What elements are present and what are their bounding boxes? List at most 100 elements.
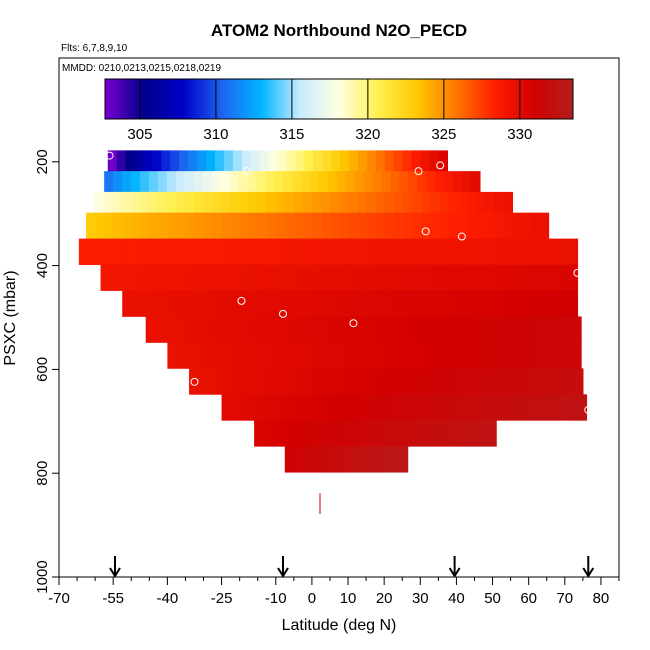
- heatmap-cell: [321, 394, 332, 421]
- heatmap-cell: [550, 264, 561, 291]
- heatmap-cell: [172, 264, 183, 291]
- heatmap-cell: [379, 264, 390, 291]
- heatmap-cell: [349, 394, 360, 421]
- heatmap-cell: [139, 171, 150, 193]
- heatmap-cell: [401, 342, 411, 369]
- heatmap-cell: [352, 420, 363, 447]
- heatmap-cell: [481, 316, 491, 343]
- heatmap-cell: [368, 290, 378, 317]
- heatmap-cell: [167, 342, 177, 369]
- heatmap-cell: [253, 264, 264, 291]
- heatmap-cell: [339, 191, 350, 214]
- heatmap-cell: [298, 420, 309, 447]
- heatmap-cell: [158, 290, 169, 317]
- heatmap-cell: [341, 238, 352, 265]
- heatmap-cell: [531, 290, 542, 317]
- heatmap-cell: [448, 191, 459, 214]
- heatmap-cell: [568, 394, 578, 421]
- heatmap-cell: [312, 394, 323, 421]
- heatmap-cell: [286, 150, 297, 172]
- heatmap-cell: [522, 394, 533, 421]
- heatmap-cell: [120, 191, 131, 214]
- heatmap-cell: [500, 342, 510, 369]
- heatmap-cell: [115, 238, 125, 265]
- heatmap-cell: [393, 191, 404, 214]
- heatmap-cell: [161, 150, 171, 172]
- heatmap-cell: [419, 342, 429, 369]
- heatmap-cell: [405, 238, 415, 265]
- heatmap-cell: [535, 316, 546, 343]
- sample-point: [279, 309, 287, 318]
- heatmap-cell: [475, 368, 486, 395]
- heatmap-cell: [386, 290, 396, 317]
- heatmap-cell: [421, 212, 432, 240]
- heatmap-cell: [361, 264, 372, 291]
- sample-point: [237, 296, 246, 305]
- heatmap-cell: [431, 394, 442, 421]
- heatmap-cell: [432, 238, 443, 265]
- heatmap-cell: [262, 264, 273, 291]
- heatmap-cell: [413, 290, 424, 317]
- heatmap-cell: [254, 420, 264, 447]
- y-tick-label: 800: [34, 461, 51, 486]
- sample-point: [436, 161, 445, 170]
- heatmap-cell: [383, 342, 393, 369]
- heatmap-cell: [247, 171, 257, 193]
- heatmap-cell: [554, 342, 564, 369]
- heatmap-cell: [176, 342, 186, 369]
- heatmap-cell: [453, 171, 463, 193]
- heatmap-cell: [514, 238, 524, 265]
- heatmap-cell: [505, 264, 516, 291]
- heatmap-cell: [260, 368, 271, 395]
- heatmap-cell: [122, 212, 133, 240]
- heatmap-cell: [289, 264, 300, 291]
- heatmap-cell: [151, 238, 162, 265]
- heatmap-cell: [390, 446, 400, 473]
- heatmap-cell: [239, 191, 249, 214]
- heatmap-cell: [293, 342, 303, 369]
- heatmap-cell: [553, 316, 564, 343]
- heatmap-cell: [417, 316, 428, 343]
- heatmap-cell: [296, 368, 307, 395]
- heatmap-cell: [277, 290, 287, 317]
- profile-arrow: [277, 556, 289, 578]
- heatmap-cell: [523, 238, 533, 265]
- heatmap-cell: [381, 171, 392, 193]
- heatmap-cell: [267, 394, 277, 421]
- heatmap-cell: [316, 420, 327, 447]
- heatmap-cell: [152, 150, 162, 172]
- heatmap-cell: [424, 420, 435, 447]
- heatmap-cell: [116, 150, 127, 172]
- heatmap-cell: [131, 212, 142, 240]
- heatmap-cell: [345, 316, 355, 343]
- heatmap-cell: [399, 316, 410, 343]
- heatmap-cell: [303, 394, 314, 421]
- heatmap-cell: [266, 342, 276, 369]
- heatmap-cell: [413, 394, 423, 421]
- heatmap-cell: [193, 191, 204, 214]
- heatmap-cell: [503, 212, 513, 240]
- heatmap-cell: [169, 238, 180, 265]
- heatmap-cell: [403, 212, 414, 240]
- heatmap-cell: [490, 316, 501, 343]
- heatmap-cell: [248, 342, 258, 369]
- heatmap-cell: [275, 191, 286, 214]
- heatmap-cell: [531, 394, 542, 421]
- heatmap-cell: [211, 191, 222, 214]
- heatmap-cell: [206, 368, 217, 395]
- heatmap-cell: [345, 171, 356, 193]
- heatmap-cell: [494, 191, 504, 214]
- heatmap-cell: [404, 290, 415, 317]
- heatmap-cell: [95, 212, 105, 240]
- heatmap-cell: [190, 264, 201, 291]
- heatmap-cell: [185, 342, 195, 369]
- heatmap-cell: [493, 368, 503, 395]
- heatmap-cell: [304, 150, 314, 172]
- heatmap-cell: [226, 264, 237, 291]
- heatmap-cell: [184, 171, 195, 193]
- heatmap-cell: [541, 264, 552, 291]
- heatmap-cell: [462, 171, 472, 193]
- heatmap-cell: [486, 238, 497, 265]
- heatmap-cell: [311, 342, 321, 369]
- heatmap-cell: [486, 394, 496, 421]
